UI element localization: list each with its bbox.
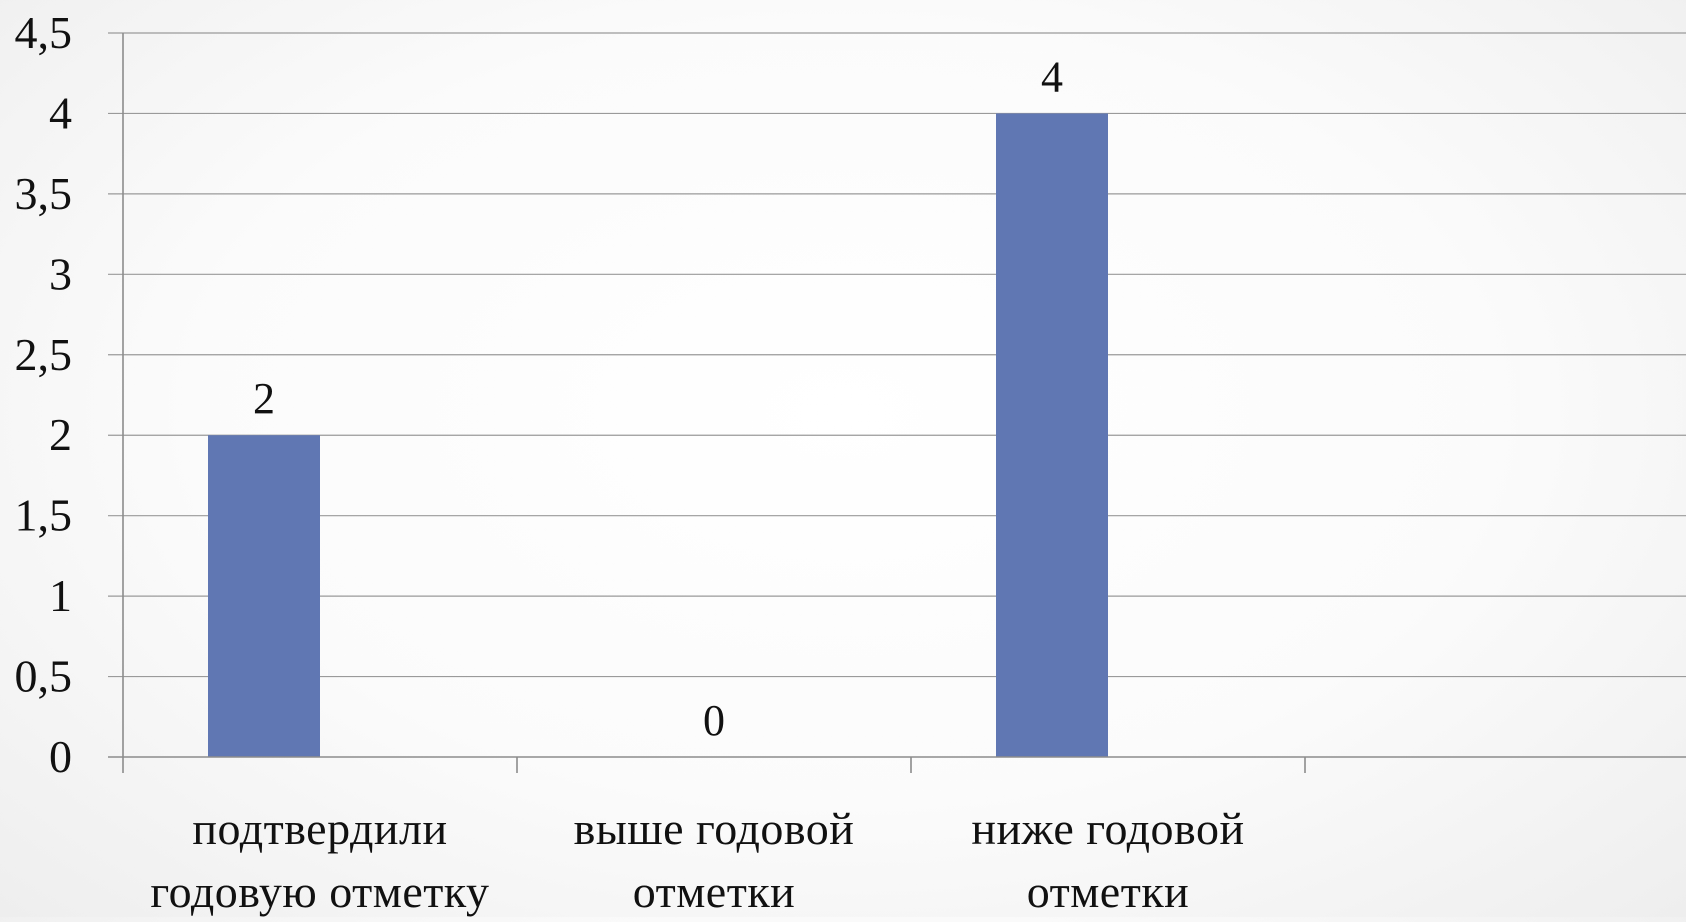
y-tick-label: 3 <box>49 248 72 299</box>
y-tick-label: 4 <box>49 87 72 138</box>
data-label: 4 <box>1041 52 1063 101</box>
y-tick-label: 2,5 <box>15 329 73 380</box>
gridlines <box>108 32 1686 678</box>
x-category-label: отметки <box>1027 866 1190 917</box>
y-tick-label: 4,5 <box>15 7 73 58</box>
x-category-label: подтвердили <box>192 803 447 854</box>
bars <box>208 113 1108 757</box>
labels: 0 0,5 1 1,5 2 2,5 3 3,5 4 4,5 2 подтвердили годовую … <box>15 7 1245 917</box>
x-category-label: выше годовой <box>574 803 855 854</box>
data-label: 2 <box>253 374 275 423</box>
bar <box>996 113 1108 757</box>
x-category-label: отметки <box>633 866 796 917</box>
y-tick-label: 0,5 <box>15 651 73 702</box>
y-tick-label: 0 <box>49 731 72 782</box>
bar <box>208 435 320 757</box>
x-category-label: годовую отметку <box>150 866 489 917</box>
y-tick-label: 3,5 <box>15 168 73 219</box>
y-tick-label: 1 <box>49 570 72 621</box>
y-tick-label: 1,5 <box>15 490 73 541</box>
x-category-label: ниже годовой <box>971 803 1244 854</box>
axes <box>108 33 1686 773</box>
data-label: 0 <box>703 696 725 745</box>
y-tick-label: 2 <box>49 409 72 460</box>
